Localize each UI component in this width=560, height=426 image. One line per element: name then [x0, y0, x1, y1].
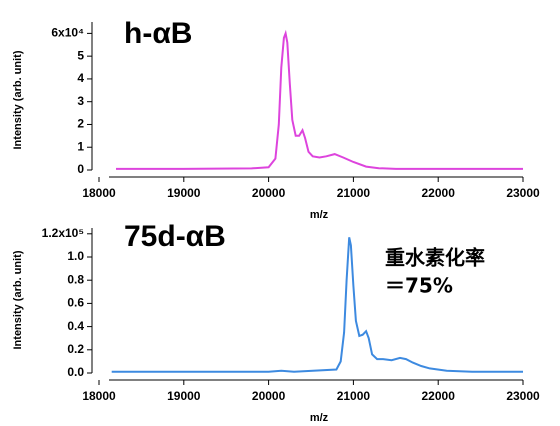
x-tick-label: 20000 [252, 389, 286, 403]
y-tick-label: 3 [77, 94, 84, 108]
y-tick-label: 0.8 [67, 272, 84, 286]
y-tick-label: 2 [77, 117, 84, 131]
y-axis-label: Intensity (arb. unit) [12, 250, 24, 349]
y-tick-label: 4 [77, 71, 84, 85]
y-tick-label: 0.4 [67, 319, 84, 333]
x-axis-label: m/z [310, 412, 329, 424]
y-tick-label: 1 [77, 139, 84, 153]
y-axis-label: Intensity (arb. unit) [12, 50, 24, 149]
x-tick-label: 21000 [337, 186, 371, 200]
y-tick-label: 1.2x10⁵ [42, 226, 84, 240]
y-tick-label: 6x10⁴ [51, 26, 84, 40]
chart-title: h-αB [124, 17, 192, 50]
spectrum-line [116, 29, 523, 170]
x-axis-label: m/z [310, 209, 329, 221]
annotation: ＝75% [385, 274, 453, 298]
x-tick-label: 22000 [422, 186, 456, 200]
chart-title: 75d-αB [124, 220, 226, 253]
x-tick-label: 21000 [337, 389, 371, 403]
y-tick-label: 0.0 [67, 365, 84, 379]
x-tick-label: 23000 [506, 389, 540, 403]
annotation: 重水素化率 [385, 246, 485, 270]
x-tick-label: 19000 [167, 186, 201, 200]
y-tick-label: 1.0 [67, 249, 84, 263]
x-tick-label: 23000 [506, 186, 540, 200]
x-tick-label: 19000 [167, 389, 201, 403]
spectrum-line [111, 237, 523, 373]
x-tick-label: 18000 [82, 389, 116, 403]
y-tick-label: 5 [77, 48, 84, 62]
y-tick-label: 0 [77, 162, 84, 176]
y-tick-label: 0.6 [67, 296, 84, 310]
x-tick-label: 20000 [252, 186, 286, 200]
y-tick-label: 0.2 [67, 342, 84, 356]
x-tick-label: 22000 [422, 389, 456, 403]
x-tick-label: 18000 [82, 186, 116, 200]
